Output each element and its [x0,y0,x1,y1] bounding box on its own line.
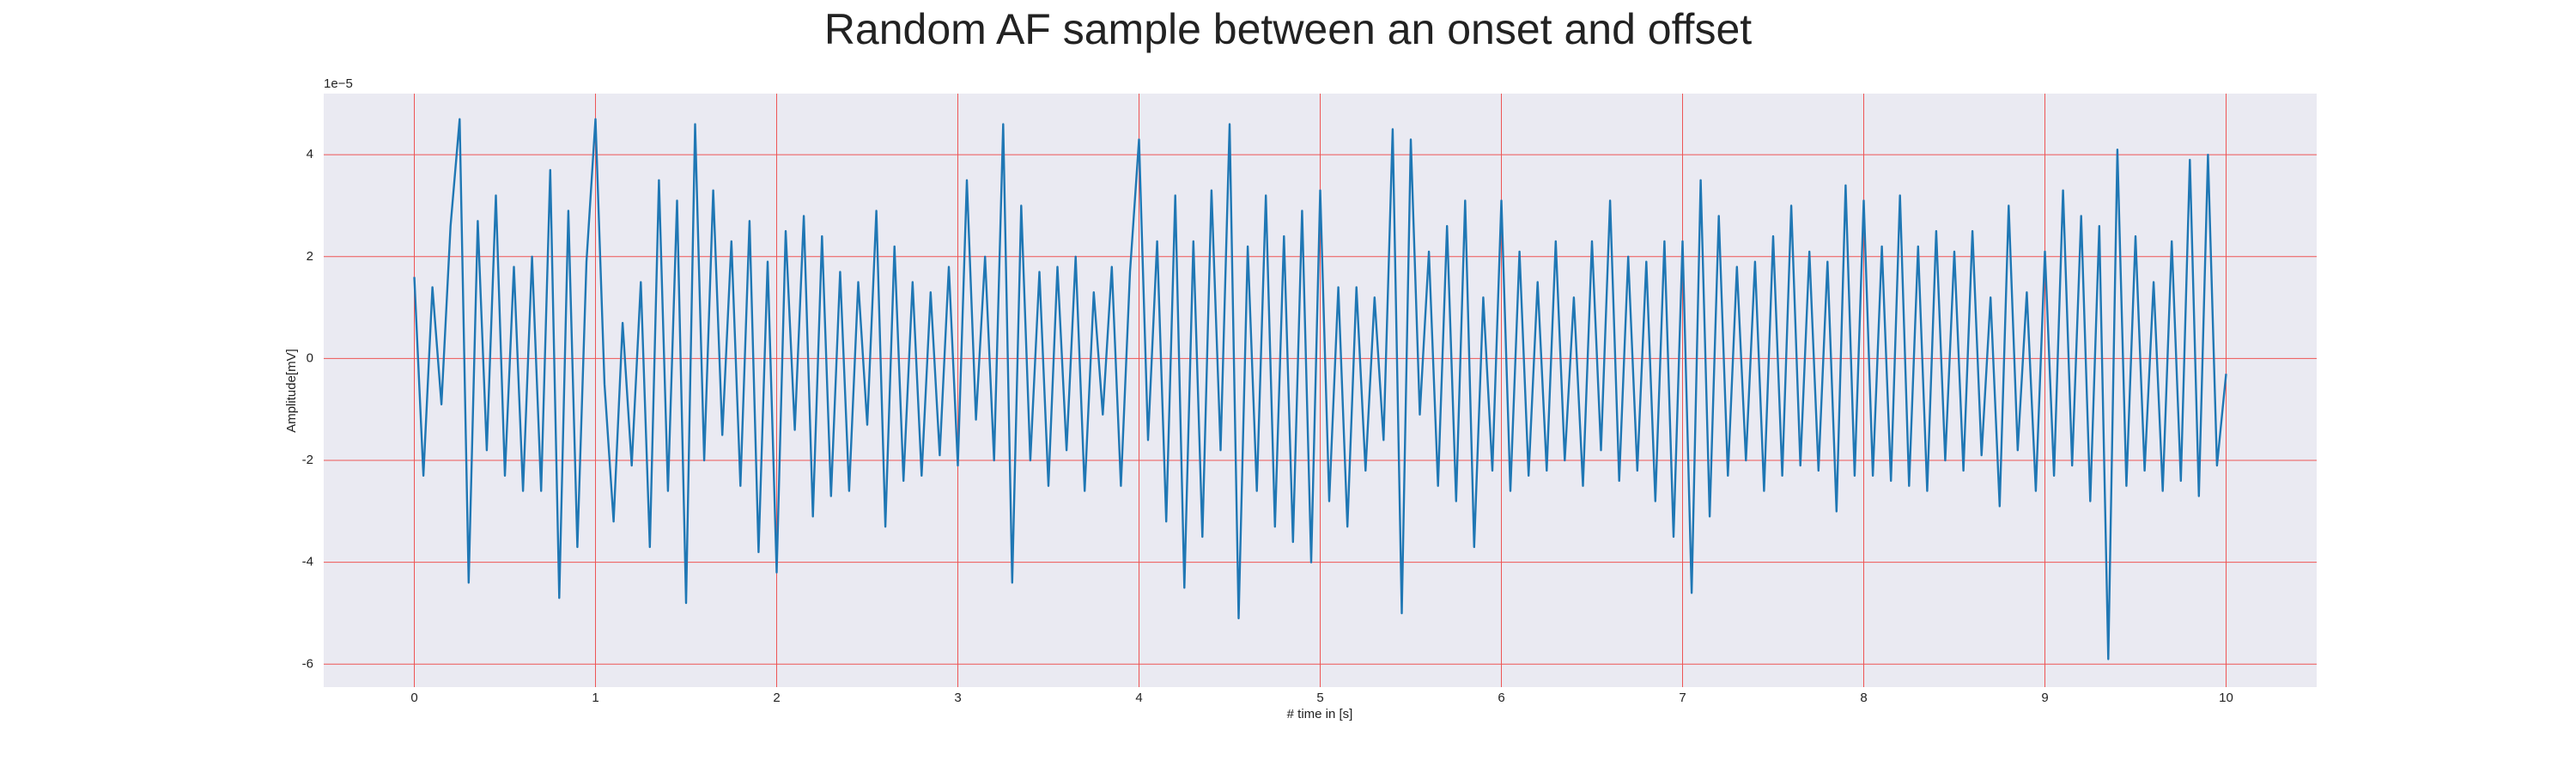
x-tick-label: 1 [592,691,598,705]
y-tick-label: -6 [302,656,313,671]
x-tick-label: 6 [1498,691,1504,705]
data-line [413,118,2227,660]
x-tick-label: 2 [773,691,780,705]
y-axis-label: Amplitude[mV] [284,349,299,433]
y-tick-label: 0 [307,350,313,365]
chart-title: Random AF sample between an onset and of… [824,5,1752,53]
y-tick-label: -2 [302,453,313,467]
x-tick-label: 0 [410,691,417,705]
offset-text: 1e−5 [324,76,353,91]
x-tick-label: 9 [2041,691,2048,705]
x-tick-label: 7 [1679,691,1686,705]
y-tick-label: 4 [307,147,313,161]
x-tick-label: 3 [954,691,961,705]
x-tick-label: 8 [1860,691,1867,705]
x-axis-label: # time in [s] [1287,707,1353,721]
y-tick-label: 2 [307,249,313,264]
y-tick-label: -4 [302,555,313,569]
x-tick-label: 5 [1316,691,1323,705]
x-tick-label: 4 [1135,691,1142,705]
x-tick-label: 10 [2219,691,2233,705]
